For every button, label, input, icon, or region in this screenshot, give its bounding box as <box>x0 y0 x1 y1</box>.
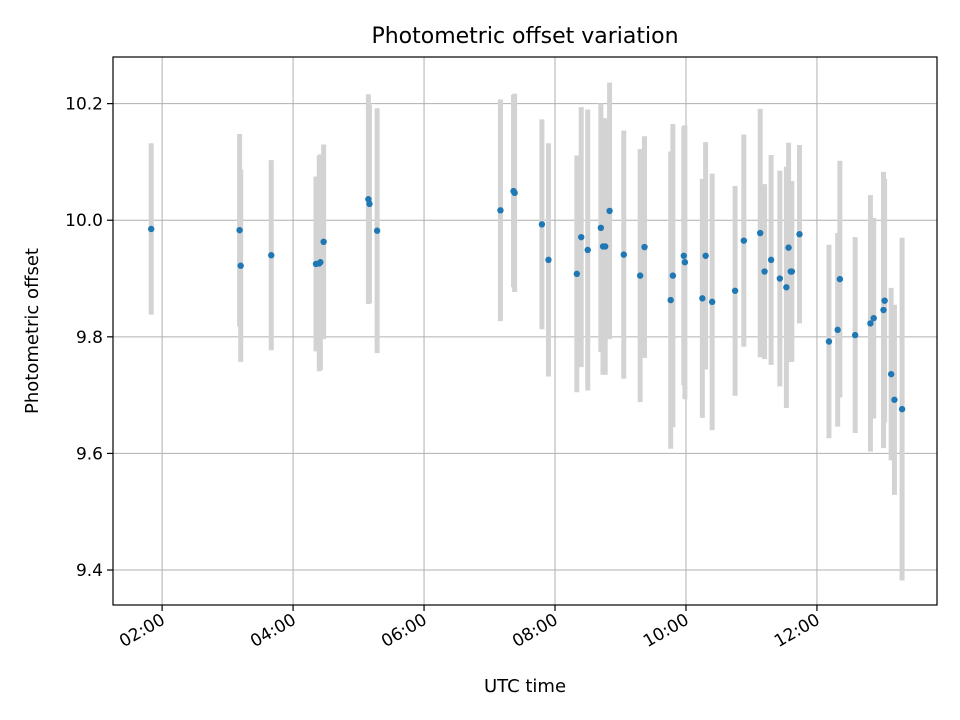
data-point <box>699 295 706 302</box>
data-point <box>796 231 803 238</box>
data-point <box>584 246 591 254</box>
data-point <box>783 284 790 291</box>
data-point <box>680 252 687 259</box>
data-point <box>317 259 324 266</box>
data-point <box>636 272 644 279</box>
y-tick-label: 9.6 <box>76 444 103 464</box>
data-point <box>667 296 674 304</box>
data-point <box>825 338 833 345</box>
data-point <box>756 229 764 237</box>
data-point <box>851 331 859 339</box>
data-point <box>538 221 546 228</box>
data-point <box>767 256 775 264</box>
data-point <box>236 226 243 234</box>
data-point <box>887 370 895 378</box>
data-point <box>708 298 716 306</box>
data-point <box>761 268 768 275</box>
data-point <box>373 227 381 234</box>
chart-title: Photometric offset variation <box>371 24 678 49</box>
data-point <box>597 224 605 232</box>
data-point <box>497 207 504 214</box>
data-point <box>681 259 689 266</box>
data-point <box>511 189 518 197</box>
y-tick-label: 9.4 <box>76 561 103 581</box>
data-point <box>880 306 887 314</box>
plot-frame <box>112 56 938 606</box>
data-point <box>731 287 739 294</box>
y-axis-label: Photometric offset <box>22 248 43 414</box>
data-point <box>898 405 906 413</box>
data-point <box>870 314 877 322</box>
data-point <box>776 275 784 282</box>
data-point <box>867 320 874 327</box>
data-point <box>147 225 155 233</box>
data-point <box>602 243 609 250</box>
data-point <box>836 275 844 283</box>
data-point <box>545 256 552 264</box>
y-tick-label: 10.2 <box>65 95 103 115</box>
data-point <box>237 262 244 269</box>
point-layer <box>147 187 906 413</box>
y-tick-label: 10.0 <box>65 211 103 231</box>
data-point <box>366 200 373 208</box>
data-point <box>891 396 898 403</box>
data-point <box>641 243 648 251</box>
x-axis-label: UTC time <box>484 676 566 697</box>
data-point <box>788 268 796 275</box>
data-point <box>268 252 275 259</box>
data-point <box>573 270 581 278</box>
data-point <box>578 233 585 241</box>
data-point <box>881 297 888 304</box>
data-point <box>669 272 677 279</box>
data-point <box>620 251 627 258</box>
data-point <box>740 237 748 244</box>
y-tick-label: 9.8 <box>76 328 103 348</box>
data-point <box>834 326 841 334</box>
data-point <box>606 207 613 215</box>
data-point <box>320 238 327 246</box>
data-point <box>702 252 709 259</box>
data-point <box>785 244 792 251</box>
